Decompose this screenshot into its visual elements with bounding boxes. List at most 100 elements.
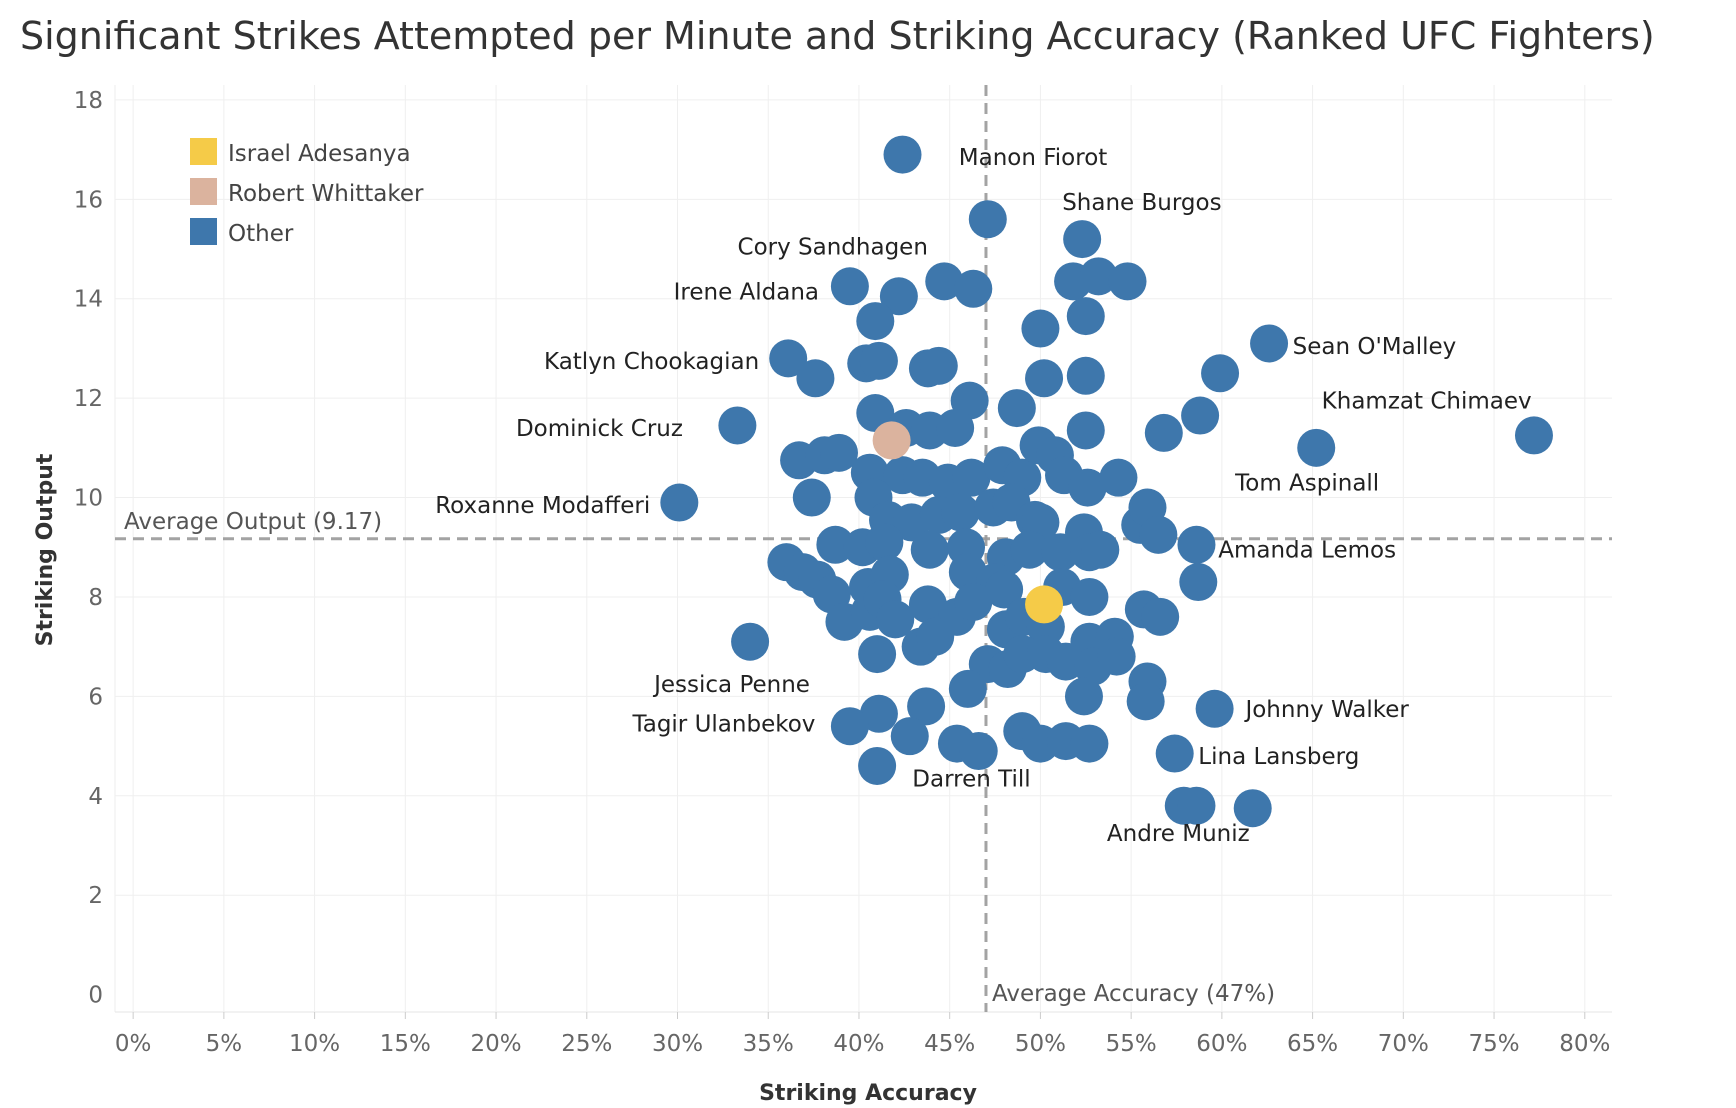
data-point (856, 302, 895, 341)
data-point (796, 359, 835, 398)
data-point (1068, 468, 1107, 507)
x-tick-label: 0% (115, 1031, 152, 1057)
data-point (830, 707, 869, 746)
data-point (879, 277, 918, 316)
fighter-label: Tom Aspinall (1234, 471, 1379, 497)
fighter-label: Johnny Walker (1243, 697, 1409, 723)
chart-title: Significant Strikes Attempted per Minute… (20, 14, 1655, 58)
data-point (858, 635, 897, 674)
data-point (1063, 220, 1102, 259)
x-tick-label: 30% (652, 1031, 703, 1057)
data-point (1025, 359, 1064, 398)
fighter-label: Jessica Penne (652, 672, 810, 698)
x-tick-label: 40% (833, 1031, 884, 1057)
data-point (865, 523, 904, 562)
data-point (816, 525, 855, 564)
data-point (1126, 682, 1165, 721)
fighter-label: Roxanne Modafferi (435, 493, 650, 519)
data-point (883, 135, 922, 174)
fighter-label: Manon Fiorot (959, 145, 1108, 171)
data-point (1141, 597, 1180, 636)
data-point (1066, 411, 1105, 450)
fighter-label: Katlyn Chookagian (544, 349, 759, 375)
data-point (959, 732, 998, 771)
data-point (948, 669, 987, 708)
fighter-label: Lina Lansberg (1198, 744, 1359, 770)
data-point (660, 483, 699, 522)
data-point (859, 694, 898, 733)
fighter-label: Cory Sandhagen (738, 235, 928, 261)
data-point (1021, 309, 1060, 348)
y-tick-label: 12 (74, 386, 103, 412)
x-tick-label: 50% (1015, 1031, 1066, 1057)
fighter-label: Shane Burgos (1062, 190, 1221, 216)
data-point (890, 717, 929, 756)
data-point (820, 433, 859, 472)
data-point (919, 346, 958, 385)
data-point (1179, 563, 1218, 602)
data-point (936, 408, 975, 447)
x-axis-ticks: 0% 5% 10% 15% 20% 25% 30% 35% 40% 45% 50% 55% 60% 65%… (115, 1012, 1610, 1057)
data-point (859, 341, 898, 380)
legend-swatch (190, 178, 217, 205)
data-point (1081, 530, 1120, 569)
data-point (916, 617, 955, 656)
data-point (1099, 458, 1138, 497)
data-point (985, 570, 1024, 609)
data-point (1139, 515, 1178, 554)
legend-label: Israel Adesanya (228, 141, 411, 167)
x-tick-label: 75% (1468, 1031, 1519, 1057)
y-tick-label: 0 (88, 983, 103, 1009)
data-point-highlight (1025, 585, 1064, 624)
data-point (925, 262, 964, 301)
x-tick-label: 25% (561, 1031, 612, 1057)
data-point (907, 687, 946, 726)
data-point (1066, 356, 1105, 395)
fighter-label: Darren Till (912, 766, 1030, 792)
legend-label: Robert Whittaker (228, 181, 424, 207)
data-points (660, 135, 1553, 828)
x-tick-label: 65% (1287, 1031, 1338, 1057)
average-output-label: Average Output (9.17) (124, 509, 382, 535)
fighter-label: Dominick Cruz (516, 416, 683, 442)
x-tick-label: 60% (1196, 1031, 1247, 1057)
x-tick-label: 80% (1559, 1031, 1610, 1057)
data-point (1195, 689, 1234, 728)
data-point (830, 267, 869, 306)
data-point (1041, 533, 1080, 572)
y-tick-label: 8 (88, 585, 103, 611)
data-point (1097, 637, 1136, 676)
data-point (941, 493, 980, 532)
data-point (1181, 396, 1220, 435)
data-point (968, 200, 1007, 239)
data-point (1233, 789, 1272, 828)
y-tick-label: 14 (74, 287, 103, 313)
fighter-label: Andre Muniz (1107, 821, 1250, 847)
fighter-label: Amanda Lemos (1218, 538, 1396, 564)
data-point (1079, 257, 1118, 296)
data-point (1297, 428, 1336, 467)
fighter-label: Sean O'Malley (1293, 334, 1457, 360)
data-point (1108, 262, 1147, 301)
data-point-highlight (872, 421, 911, 460)
point-labels: Manon Fiorot Shane Burgos Cory Sandhagen Ir… (435, 145, 1531, 847)
y-tick-label: 10 (74, 486, 103, 512)
y-tick-label: 18 (74, 88, 103, 114)
data-point (954, 582, 993, 621)
y-tick-label: 6 (88, 684, 103, 710)
average-accuracy-label: Average Accuracy (47%) (992, 981, 1275, 1007)
data-point (1144, 413, 1183, 452)
y-axis-ticks: 0 2 4 6 8 10 12 14 16 18 (74, 88, 103, 1009)
data-point (1250, 324, 1289, 363)
x-axis-title: Striking Accuracy (759, 1081, 977, 1106)
x-tick-label: 55% (1106, 1031, 1157, 1057)
y-tick-label: 2 (88, 883, 103, 909)
legend-swatch (190, 138, 217, 165)
data-point (718, 406, 757, 445)
data-point (876, 600, 915, 639)
data-point (1155, 734, 1194, 773)
y-axis-title: Striking Output (33, 453, 58, 646)
fighter-label: Irene Aldana (674, 279, 819, 305)
x-tick-label: 15% (380, 1031, 431, 1057)
